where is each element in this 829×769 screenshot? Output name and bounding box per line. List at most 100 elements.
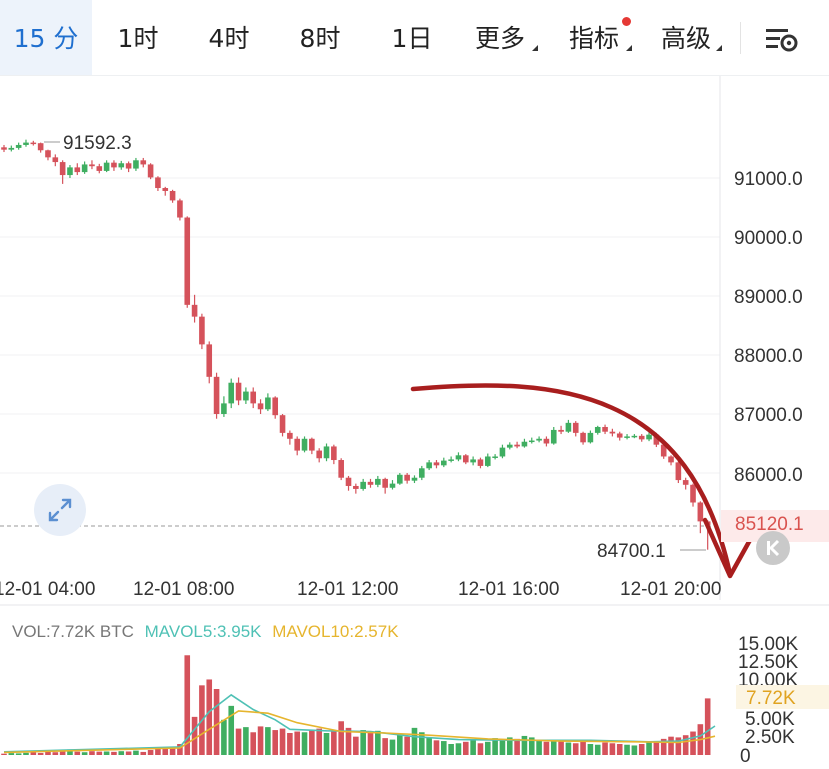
volume-bar [15,753,22,755]
skip-to-latest-icon [767,539,780,557]
candle-body [484,456,491,466]
volume-bar [67,749,73,755]
candle-body [521,441,528,447]
volume-bar [331,730,337,755]
candle-body [353,485,359,489]
volume-bar [257,726,264,755]
volume-bar [96,751,103,755]
candle-body [169,190,176,201]
current-price-label: 85120.1 [735,514,804,535]
candle-body [81,164,88,173]
candle-body [235,382,242,401]
mavol10-legend-value: MAVOL10:2.57K [272,622,399,641]
volume-bar [528,737,535,755]
candle-body [279,415,286,433]
tab-1h[interactable]: 1时 [117,24,159,53]
tab-more[interactable]: 更多 [474,24,525,53]
volume-bar [675,737,682,755]
candle-body [265,397,271,410]
candle-body [8,147,15,150]
volume-bar [506,737,513,755]
price-label-88000: 88000.0 [734,346,803,367]
chart-settings-icon[interactable] [762,24,802,54]
volume-bar [8,753,15,755]
volume-bar [45,751,51,755]
candle-body [697,502,704,522]
volume-bar [309,730,315,755]
volume-bar [441,741,447,755]
volume-bar [213,689,220,755]
volume-bar [265,727,271,755]
volume-bar [594,744,601,755]
candle-body [470,459,476,463]
volume-bar [690,731,696,755]
volume-bar [558,739,564,755]
candle-body [382,478,388,488]
candle-body [177,200,183,218]
candle-body [213,376,220,414]
candle-body [191,304,198,317]
volume-bar [653,742,660,755]
candle-body [257,403,264,410]
candle-body [419,468,425,478]
tab-1d[interactable]: 1日 [391,24,433,53]
scroll-to-latest-button[interactable] [756,531,790,565]
volume-bar [162,748,169,755]
price-label-87000: 87000.0 [734,405,803,426]
tab-indicators[interactable]: 指标 [568,24,619,53]
candle-body [587,432,594,443]
price-label-91000: 91000.0 [734,169,803,190]
candle-body [624,436,630,438]
volume-bar [301,732,308,755]
candle-body [316,450,322,459]
volume-bar [433,740,440,755]
candle-body [492,456,498,458]
candle-body [514,444,520,447]
candle-body [558,429,564,432]
advanced-dropdown-icon [716,45,722,51]
expand-chart-button[interactable] [34,484,86,536]
candle-body [272,397,279,416]
tab-8h[interactable]: 8时 [299,24,341,53]
candle-body [125,163,132,169]
volume-bar [536,740,542,755]
volume-bar [338,721,344,755]
time-label-0400: 12-01 04:00 [0,579,95,600]
candle-body [184,217,191,305]
volume-bar [682,735,689,755]
volume-bars [1,655,711,755]
candle-body [199,316,205,345]
candle-body [543,438,550,444]
volume-bar [602,742,608,755]
tab-4h[interactable]: 4时 [208,24,250,53]
candle-body [338,460,344,478]
candle-body [323,446,330,459]
volume-bar [492,738,498,755]
candle-body [455,455,462,460]
tab-15m[interactable]: 15 分 [0,0,92,75]
vol-current-tag [736,685,829,709]
volume-bar [470,739,476,755]
volume-bar [550,741,557,755]
vol-legend-value: VOL:7.72K BTC [12,622,134,641]
volume-bar [243,727,249,755]
candle-body [103,162,110,171]
volume-bar [89,751,95,755]
tab-advanced[interactable]: 高级 [660,24,711,53]
volume-bar [81,752,88,755]
volume-bar [587,744,594,755]
volume-bar [23,752,29,755]
volume-bar [411,727,418,755]
candle-body [74,167,81,173]
candle-body [660,444,667,457]
volume-bar [125,751,132,755]
volume-bar [155,748,161,755]
volume-bar [59,751,66,755]
candlestick-series [1,139,711,550]
candle-body [653,434,660,445]
volume-bar [616,744,623,755]
volume-bar [477,743,484,755]
price-label-89000: 89000.0 [734,287,803,308]
candle-body [594,426,601,433]
